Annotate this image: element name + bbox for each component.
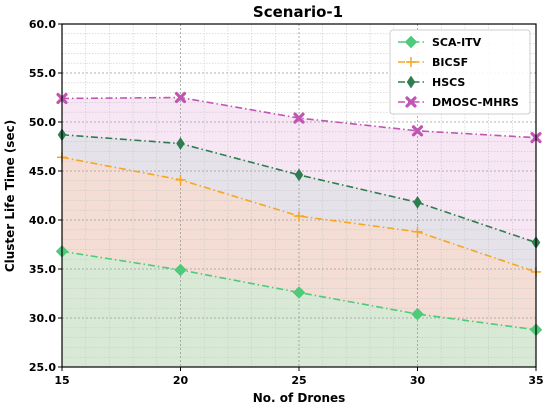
legend-marker-0 <box>404 35 418 49</box>
data-point-2-2 <box>294 168 304 182</box>
y-tick-label: 50.0 <box>29 116 56 129</box>
data-point-1-1 <box>175 174 186 185</box>
data-point-0-2 <box>292 286 306 299</box>
legend-marker-3 <box>405 96 417 108</box>
data-point-1-3 <box>412 226 423 237</box>
data-point-2-1 <box>176 137 185 151</box>
legend-box <box>389 29 531 115</box>
legend-marker-1 <box>406 57 416 67</box>
data-point-1-2 <box>294 211 304 222</box>
y-axis-ticks: 25.0 30.0 35.0 40.0 45.0 50.0 55.0 60.0 <box>29 18 62 374</box>
x-axis-label: No. of Drones <box>253 391 346 405</box>
data-point-2-3 <box>413 195 422 209</box>
y-tick-label: 45.0 <box>29 165 56 178</box>
legend-label-0: SCA-ITV <box>432 36 482 49</box>
y-tick-label: 55.0 <box>29 67 56 80</box>
y-tick-label: 25.0 <box>29 361 56 374</box>
data-point-0-1 <box>174 263 187 277</box>
x-axis-ticks: 15 20 25 30 35 <box>54 367 544 387</box>
data-point-3-3 <box>411 125 424 137</box>
legend-marker-2 <box>406 75 416 89</box>
grid-lines <box>62 24 536 367</box>
data-point-3-1 <box>174 91 187 104</box>
data-point-0-3 <box>411 307 424 321</box>
x-tick-label: 25 <box>291 374 306 387</box>
series-lines <box>55 91 543 337</box>
legend-label-3: DMOSC-MHRS <box>432 96 519 109</box>
series-line-2 <box>61 133 537 244</box>
x-tick-label: 20 <box>173 374 189 387</box>
legend-label-2: HSCS <box>432 76 465 89</box>
y-tick-label: 40.0 <box>29 214 56 227</box>
y-tick-label: 35.0 <box>29 263 56 276</box>
x-tick-label: 15 <box>54 374 69 387</box>
x-tick-label: 35 <box>528 374 543 387</box>
y-tick-label: 30.0 <box>29 312 56 325</box>
legend: SCA-ITV BICSF HSCS DMOSC-MHRS <box>389 29 531 115</box>
y-tick-label: 60.0 <box>29 18 56 31</box>
chart-title: Scenario-1 <box>253 3 343 21</box>
data-point-3-2 <box>293 112 305 124</box>
x-tick-label: 30 <box>410 374 426 387</box>
y-axis-label: Cluster Life Time (sec) <box>3 120 17 272</box>
legend-label-1: BICSF <box>432 56 468 69</box>
